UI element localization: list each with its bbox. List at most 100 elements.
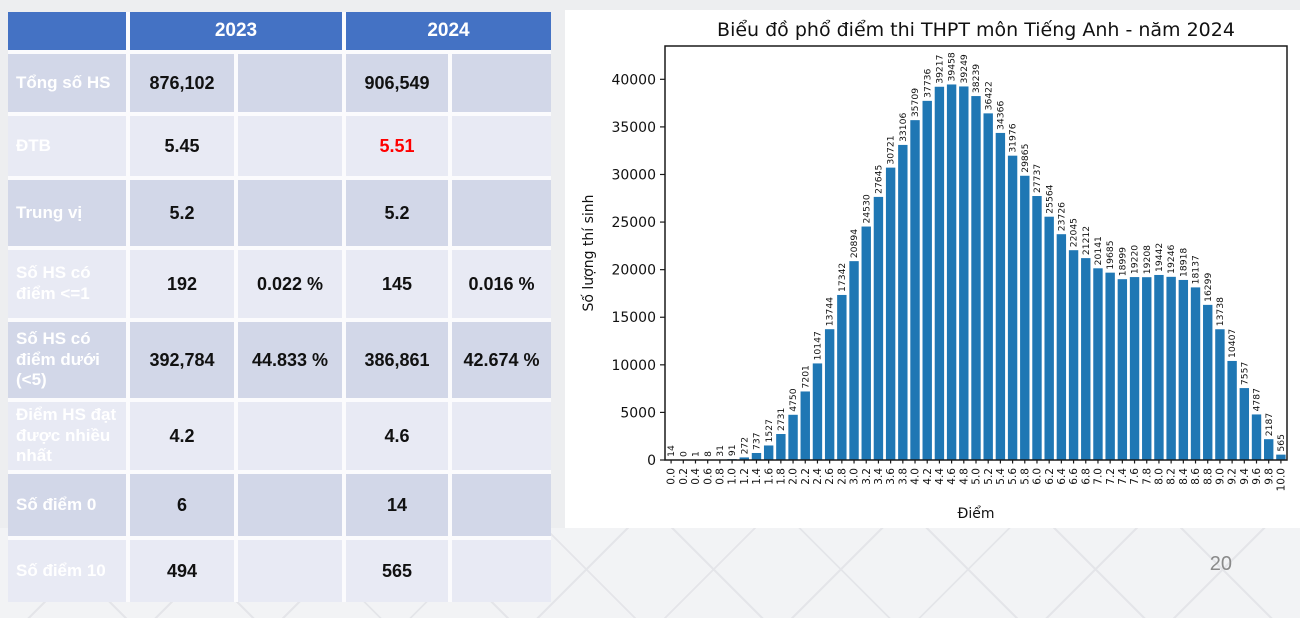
bar-value-label: 27737 bbox=[1032, 164, 1043, 193]
score-distribution-chart: Biểu đồ phổ điểm thi THPT môn Tiếng Anh … bbox=[580, 19, 1288, 522]
bar-value-label: 27645 bbox=[874, 165, 885, 194]
bar-value-label: 31976 bbox=[1008, 123, 1019, 152]
bar bbox=[776, 434, 786, 460]
percent-2024 bbox=[452, 540, 551, 602]
value-2024: 386,861 bbox=[346, 322, 448, 398]
value-2024: 5.51 bbox=[346, 116, 448, 176]
bar-value-label: 14 bbox=[666, 445, 677, 457]
bar-value-label: 21212 bbox=[1081, 226, 1092, 255]
x-tick-label: 0.0 bbox=[666, 468, 678, 485]
row-label: Trung vị bbox=[8, 180, 126, 246]
bar-value-label: 25564 bbox=[1044, 184, 1055, 213]
bar-value-label: 33106 bbox=[898, 113, 909, 142]
bar-value-label: 10147 bbox=[813, 331, 824, 360]
bar-value-label: 13738 bbox=[1215, 297, 1226, 326]
percent-2024 bbox=[452, 116, 551, 176]
bar bbox=[1129, 277, 1140, 460]
x-tick-label: 7.8 bbox=[1141, 468, 1153, 485]
bar-value-label: 1527 bbox=[764, 419, 775, 443]
x-tick-label: 0.2 bbox=[678, 468, 690, 485]
value-2024: 4.6 bbox=[346, 402, 448, 470]
y-tick-label: 40000 bbox=[611, 72, 656, 88]
x-tick-label: 5.8 bbox=[1019, 468, 1031, 485]
bar-value-label: 19246 bbox=[1166, 244, 1177, 273]
chart-panel: Biểu đồ phổ điểm thi THPT môn Tiếng Anh … bbox=[565, 10, 1300, 528]
bar-value-label: 7557 bbox=[1239, 362, 1250, 386]
percent-2023 bbox=[238, 540, 342, 602]
value-2024: 145 bbox=[346, 250, 448, 318]
y-tick-label: 5000 bbox=[620, 405, 656, 421]
percent-2024: 42.674 % bbox=[452, 322, 551, 398]
percent-2024 bbox=[452, 474, 551, 536]
x-tick-label: 2.8 bbox=[836, 468, 848, 485]
table-header-empty bbox=[8, 12, 126, 50]
x-tick-label: 10.0 bbox=[1276, 468, 1288, 491]
bar bbox=[751, 452, 762, 460]
x-tick-label: 3.4 bbox=[873, 468, 885, 485]
percent-2023: 44.833 % bbox=[238, 322, 342, 398]
bar bbox=[824, 329, 835, 460]
x-tick-label: 9.0 bbox=[1215, 468, 1227, 485]
bar-value-label: 16299 bbox=[1203, 272, 1214, 301]
value-2024: 565 bbox=[346, 540, 448, 602]
bar bbox=[1007, 155, 1018, 460]
bar bbox=[971, 96, 981, 461]
x-tick-label: 8.6 bbox=[1190, 468, 1202, 485]
bar-value-label: 39249 bbox=[959, 54, 970, 83]
bar-value-label: 565 bbox=[1276, 434, 1287, 452]
percent-2023 bbox=[238, 54, 342, 112]
bar-value-label: 4750 bbox=[788, 388, 799, 412]
bar bbox=[1081, 258, 1091, 460]
bar-value-label: 1 bbox=[691, 451, 702, 457]
bar bbox=[1056, 234, 1067, 460]
row-label: Số HS có điểm dưới (<5) bbox=[8, 322, 126, 398]
bar bbox=[1020, 175, 1030, 461]
x-tick-label: 5.4 bbox=[995, 468, 1007, 485]
bar bbox=[934, 86, 945, 461]
chart-title: Biểu đồ phổ điểm thi THPT môn Tiếng Anh … bbox=[717, 19, 1235, 41]
x-tick-label: 0.6 bbox=[702, 468, 714, 485]
bar-value-label: 272 bbox=[739, 437, 750, 455]
x-tick-label: 6.6 bbox=[1068, 468, 1080, 485]
x-tick-label: 4.2 bbox=[922, 468, 934, 485]
value-2023: 392,784 bbox=[130, 322, 234, 398]
percent-2024 bbox=[452, 180, 551, 246]
bar bbox=[763, 445, 774, 460]
bar-value-label: 20894 bbox=[849, 229, 860, 258]
percent-2023 bbox=[238, 180, 342, 246]
x-tick-label: 7.4 bbox=[1117, 468, 1129, 485]
bar-value-label: 39217 bbox=[935, 54, 946, 83]
bar-value-label: 7201 bbox=[800, 365, 811, 388]
x-tick-label: 5.0 bbox=[971, 468, 983, 485]
bar-value-label: 39458 bbox=[947, 52, 958, 81]
bar bbox=[873, 196, 884, 460]
value-2023: 494 bbox=[130, 540, 234, 602]
bar-value-label: 17342 bbox=[837, 263, 848, 292]
x-tick-label: 9.4 bbox=[1239, 468, 1251, 485]
bar bbox=[1032, 196, 1042, 461]
x-tick-label: 7.6 bbox=[1129, 468, 1141, 485]
bar bbox=[946, 84, 957, 460]
bar-value-label: 19220 bbox=[1130, 245, 1141, 274]
bar-value-label: 31 bbox=[715, 445, 726, 457]
page-number: 20 bbox=[1209, 553, 1232, 575]
y-tick-label: 25000 bbox=[611, 215, 656, 231]
bar bbox=[1178, 279, 1189, 460]
x-tick-label: 3.8 bbox=[897, 468, 909, 485]
bar-value-label: 36422 bbox=[983, 81, 994, 110]
x-tick-label: 4.0 bbox=[910, 468, 922, 485]
bar bbox=[1142, 277, 1152, 460]
x-tick-label: 8.8 bbox=[1202, 468, 1214, 485]
score-stats-table: 2023 2024 Tổng số HS 876,102 906,549 ĐTB 5.4… bbox=[8, 12, 551, 602]
x-tick-label: 2.2 bbox=[800, 468, 812, 485]
bar bbox=[1239, 388, 1250, 460]
x-axis-label: Điểm bbox=[958, 505, 995, 522]
bar bbox=[1215, 329, 1225, 460]
bar bbox=[910, 120, 920, 460]
bar-value-label: 34366 bbox=[995, 101, 1006, 130]
bar-value-label: 38239 bbox=[971, 64, 982, 93]
x-tick-label: 3.6 bbox=[885, 468, 897, 485]
x-tick-label: 3.2 bbox=[861, 468, 873, 485]
x-tick-label: 1.8 bbox=[775, 468, 787, 485]
bar-value-label: 22045 bbox=[1069, 218, 1080, 247]
